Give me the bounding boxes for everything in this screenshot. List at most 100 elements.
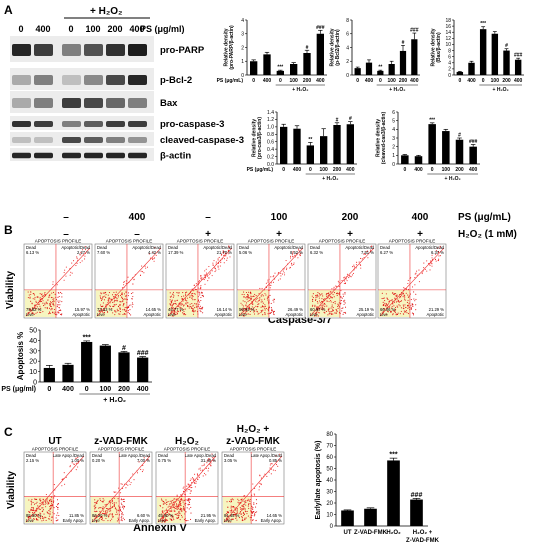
event-dot: [238, 513, 240, 515]
event-dot: [79, 262, 81, 264]
event-dot: [187, 519, 189, 522]
event-dot: [61, 293, 63, 295]
event-dot: [109, 510, 111, 512]
event-dot: [203, 274, 205, 276]
event-dot: [163, 503, 165, 505]
event-dot: [254, 293, 256, 295]
event-dot: [189, 489, 191, 491]
event-dot: [267, 299, 269, 301]
event-dot: [228, 517, 230, 519]
event-dot: [208, 277, 210, 279]
event-dot: [58, 312, 60, 314]
event-dot: [179, 504, 181, 506]
event-dot: [267, 279, 269, 281]
event-dot: [210, 460, 212, 462]
event-dot: [331, 313, 333, 315]
c-condition-label: z-VAD-FMK: [94, 436, 148, 447]
event-dot: [405, 309, 407, 312]
event-dot: [195, 306, 197, 308]
event-dot: [174, 513, 176, 515]
h2o2-group-label: + H₂O₂: [103, 397, 126, 404]
event-dot: [116, 298, 118, 300]
q-dead-value: 2.15 %: [26, 458, 39, 463]
event-dot: [100, 518, 102, 521]
event-dot: [103, 311, 105, 313]
event-dot: [200, 308, 202, 310]
event-dot: [183, 509, 185, 511]
event-dot: [298, 250, 300, 252]
event-dot: [174, 313, 176, 315]
event-dot: [49, 294, 51, 296]
event-dot: [331, 310, 333, 312]
b-ps-value: –: [63, 212, 69, 223]
blot-band: [84, 44, 103, 56]
y-tick-label: 0: [33, 379, 37, 386]
event-dot: [400, 300, 402, 302]
event-dot: [315, 296, 317, 298]
event-dot: [197, 479, 199, 481]
event-dot: [197, 474, 199, 476]
event-dot: [39, 508, 41, 511]
event-dot: [404, 296, 406, 298]
h2o2-group-label: + H₂O₂: [445, 176, 461, 182]
event-dot: [332, 306, 334, 309]
event-dot: [236, 511, 238, 513]
event-dot: [56, 514, 58, 516]
y-axis-label: Apoptosis %: [16, 332, 25, 380]
event-dot: [190, 512, 192, 514]
event-dot: [169, 500, 171, 502]
y-tick-label: 0.8: [267, 132, 274, 138]
event-dot: [385, 293, 387, 295]
event-dot: [167, 501, 169, 503]
event-dot: [101, 519, 103, 521]
event-dot: [360, 264, 362, 266]
significance-mark: ###: [514, 53, 523, 59]
x-tick-label: 100: [289, 78, 298, 84]
event-dot: [294, 254, 296, 256]
event-dot: [181, 307, 183, 310]
x-tick-label: 400: [137, 386, 149, 393]
event-dot: [149, 257, 152, 259]
event-dot: [391, 306, 393, 308]
event-dot: [176, 508, 178, 510]
event-dot: [272, 312, 275, 314]
event-dot: [341, 279, 343, 282]
event-dot: [314, 304, 316, 306]
event-dot: [138, 461, 140, 463]
event-dot: [386, 304, 388, 306]
event-dot: [45, 517, 47, 519]
event-dot: [113, 305, 115, 307]
event-dot: [37, 519, 39, 521]
event-dot: [431, 254, 433, 256]
event-dot: [106, 511, 108, 513]
event-dot: [270, 284, 272, 287]
event-dot: [120, 519, 122, 521]
b-h2o2-value: +: [347, 229, 353, 240]
event-dot: [120, 517, 122, 519]
event-dot: [253, 313, 256, 315]
event-dot: [140, 468, 142, 470]
event-dot: [250, 293, 252, 295]
event-dot: [217, 259, 219, 261]
event-dot: [220, 261, 222, 264]
event-dot: [105, 517, 107, 519]
event-dot: [183, 503, 185, 505]
event-dot: [203, 464, 205, 467]
event-dot: [412, 313, 414, 315]
event-dot: [337, 280, 339, 282]
event-dot: [267, 296, 269, 298]
event-dot: [411, 312, 413, 314]
event-dot: [35, 300, 37, 302]
event-dot: [351, 266, 354, 268]
event-dot: [127, 312, 129, 314]
event-dot: [34, 298, 36, 300]
blot-band: [128, 152, 147, 159]
event-dot: [127, 306, 129, 308]
event-dot: [112, 516, 114, 518]
event-dot: [100, 297, 102, 300]
event-dot: [330, 291, 332, 293]
flow-plot-title: APOPTOSIS PROFILE: [319, 239, 365, 244]
